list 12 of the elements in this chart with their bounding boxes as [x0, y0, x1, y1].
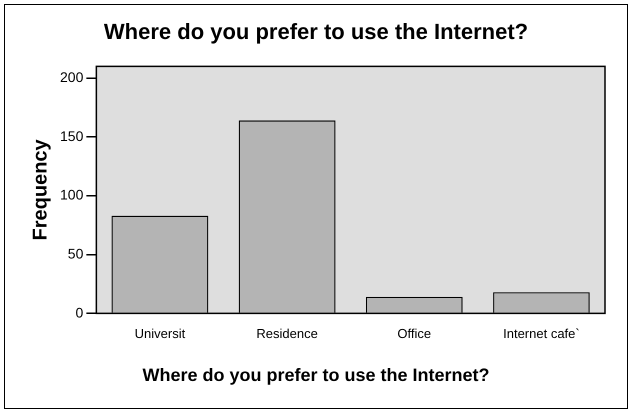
- x-tick-label: Residence: [256, 326, 318, 341]
- x-tick-label: Internet cafe`: [503, 326, 580, 341]
- y-tick-label: 200: [60, 69, 84, 86]
- y-tick-label: 150: [60, 128, 84, 144]
- y-tick-label: 100: [60, 186, 84, 203]
- x-axis-title: Where do you prefer to use the Internet?: [141, 365, 491, 386]
- x-tick-label: Universit: [134, 326, 186, 341]
- y-axis-title: Frequency: [30, 138, 52, 240]
- chart-title: Where do you prefer to use the Internet?: [102, 19, 530, 45]
- y-tick-label: 0: [76, 304, 84, 320]
- y-tick-label: 50: [68, 245, 84, 262]
- x-tick-label: Office: [397, 326, 432, 341]
